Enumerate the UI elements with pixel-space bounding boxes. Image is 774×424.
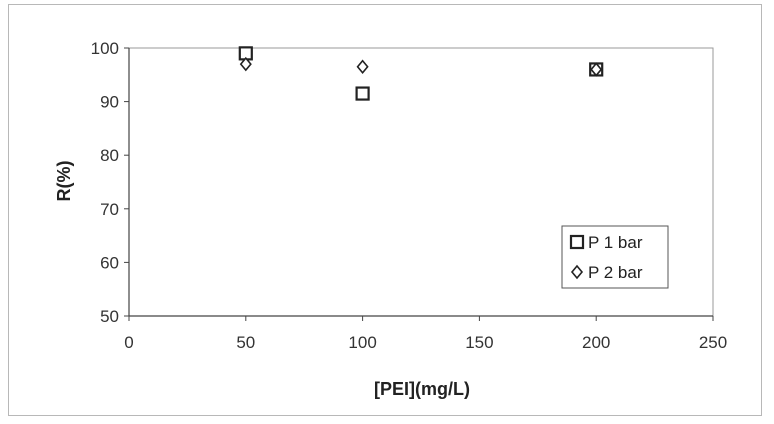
y-tick-label: 90 — [100, 93, 119, 112]
diamond-point — [590, 62, 603, 77]
diamond-point — [239, 56, 252, 72]
y-axis-title: R(%) — [54, 161, 74, 202]
x-tick-label: 250 — [699, 333, 727, 352]
x-tick-label: 150 — [465, 333, 493, 352]
y-tick-label: 100 — [91, 39, 119, 58]
y-tick-label: 50 — [100, 307, 119, 326]
x-tick-label: 200 — [582, 333, 610, 352]
legend-square-icon — [569, 234, 585, 250]
x-tick-label: 100 — [348, 333, 376, 352]
legend-label: P 1 bar — [588, 233, 643, 252]
diamond-point — [356, 59, 369, 75]
y-tick-label: 80 — [100, 146, 119, 165]
square-point — [355, 86, 370, 101]
x-tick-label: 0 — [124, 333, 133, 352]
axes — [128, 47, 714, 317]
legend-diamond-icon — [570, 264, 584, 280]
y-tick-label: 70 — [100, 200, 119, 219]
legend: P 1 bar P 2 bar — [561, 225, 669, 289]
ticks: 0 50 100 150 200 250 50 60 70 80 90 100 — [91, 39, 728, 352]
x-tick-label: 50 — [236, 333, 255, 352]
x-axis-title: [PEI](mg/L) — [374, 379, 470, 399]
legend-label: P 2 bar — [588, 263, 643, 282]
chart-frame — [8, 4, 762, 416]
data-marks — [238, 46, 604, 101]
y-tick-label: 60 — [100, 253, 119, 272]
